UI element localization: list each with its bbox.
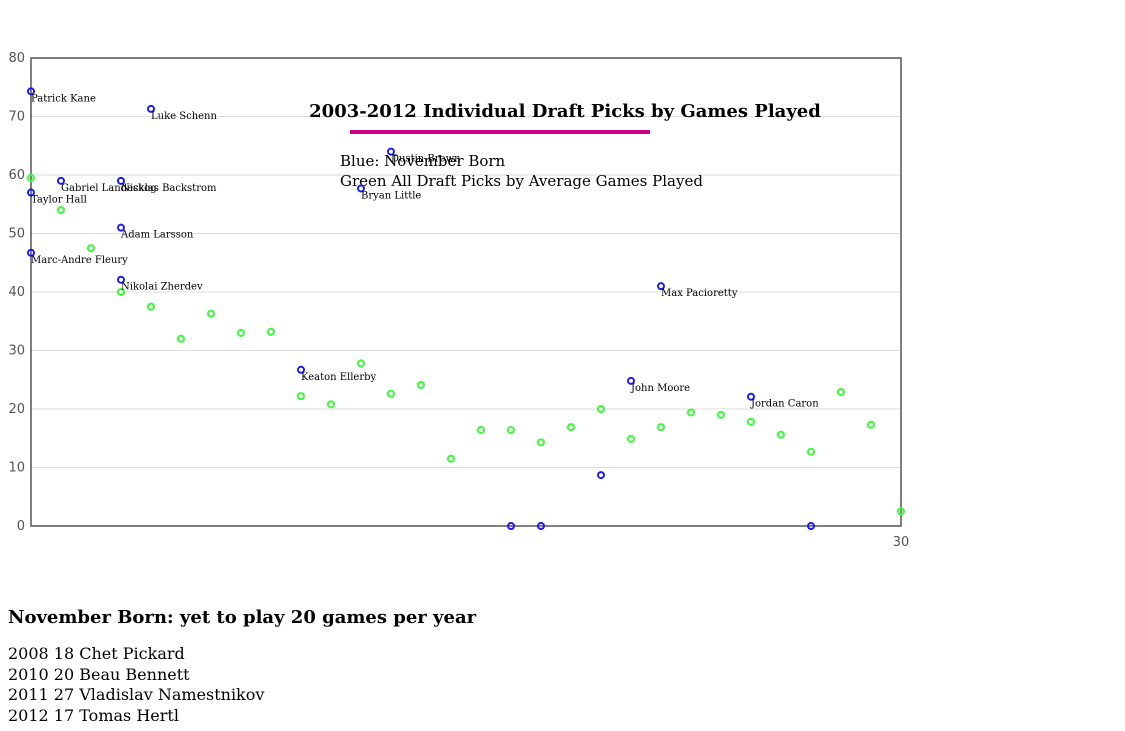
average-point — [357, 359, 365, 368]
y-tick-label: 60 — [8, 168, 25, 183]
point-label: Dustin Brown — [391, 154, 461, 165]
chart-annotation: Blue: November Born — [340, 152, 506, 170]
scatter-chart: 0 10 20 30 40 50 60 70 80 30 2003-2012 Individual … — [8, 51, 910, 550]
november-born-point — [297, 365, 305, 374]
average-point — [117, 288, 125, 296]
november-born-point — [627, 376, 635, 385]
november-born-point — [27, 87, 35, 96]
y-tick-label: 0 — [17, 519, 25, 534]
y-tick-label: 70 — [8, 110, 25, 125]
november-born-point — [387, 147, 395, 156]
average-point — [267, 327, 275, 336]
point-label: Luke Schenn — [151, 111, 217, 122]
chart-annotation: Green All Draft Picks by Average Games P… — [340, 172, 703, 190]
y-tick-label: 40 — [8, 285, 25, 300]
november-born-section: November Born: yet to play 20 games per … — [8, 607, 1108, 726]
y-tick-label: 10 — [8, 461, 25, 476]
november-born-point — [657, 282, 665, 291]
november-born-point — [597, 471, 605, 480]
list-item: 2008 18 Chet Pickard — [8, 644, 185, 663]
average-point — [237, 328, 245, 337]
november-born-point — [147, 104, 155, 113]
november-born-point — [27, 248, 35, 257]
point-label: Gabriel Landeskog — [61, 183, 157, 194]
november-born-point — [117, 275, 125, 284]
y-tick-label: 50 — [8, 227, 25, 242]
point-label: Marc-Andre Fleury — [31, 255, 128, 266]
point-label: Max Pacioretty — [661, 288, 738, 299]
average-point — [807, 447, 815, 456]
list-item: 2010 20 Beau Bennett — [8, 664, 190, 684]
average-point — [147, 302, 155, 311]
average-point — [297, 392, 305, 401]
average-point — [897, 507, 905, 516]
average-point — [687, 408, 695, 417]
average-point — [597, 405, 605, 413]
chart-title: 2003-2012 Individual Draft Picks by Game… — [309, 101, 821, 122]
point-label: Bryan Little — [361, 190, 421, 201]
november-born-point — [57, 176, 65, 185]
y-tick-label: 30 — [8, 344, 25, 359]
average-point — [537, 438, 545, 447]
november-born-point — [357, 184, 365, 193]
x-tick-label: 30 — [893, 535, 910, 550]
point-label: Nicklas Backstrom — [121, 183, 217, 194]
november-born-point — [537, 522, 545, 530]
average-point — [447, 454, 455, 463]
average-point — [747, 417, 755, 426]
average-point — [207, 309, 215, 318]
average-point — [867, 420, 875, 429]
point-label: Jordan Caron — [750, 399, 819, 410]
average-point — [717, 410, 725, 419]
point-label: John Moore — [630, 383, 690, 394]
average-point — [657, 423, 665, 432]
november-born-point — [747, 392, 755, 401]
list-item: 2012 17 Tomas Hertl — [8, 705, 179, 725]
november-born-point — [27, 188, 35, 197]
average-point — [837, 388, 845, 397]
y-tick-label: 20 — [8, 402, 25, 417]
average-point — [477, 426, 485, 435]
y-tick-label: 80 — [8, 51, 25, 66]
point-label: Keaton Ellerby — [301, 372, 377, 383]
average-point — [27, 173, 35, 182]
average-point — [327, 400, 335, 409]
section-heading: November Born: yet to play 20 games per … — [8, 607, 477, 628]
list-item: 2011 27 Vladislav Namestnikov — [8, 685, 265, 704]
average-point — [627, 434, 635, 443]
average-point — [777, 430, 785, 439]
plot-frame — [30, 57, 902, 527]
average-point — [87, 244, 95, 253]
point-label: Adam Larsson — [120, 230, 194, 241]
average-point — [567, 423, 575, 432]
average-point — [417, 381, 425, 390]
point-label: Patrick Kane — [31, 93, 96, 104]
average-point — [57, 206, 65, 215]
november-born-point — [117, 176, 125, 185]
point-label: Nikolai Zherdev — [121, 282, 203, 293]
average-point — [177, 334, 185, 343]
november-born-point — [507, 522, 515, 530]
november-born-point — [807, 522, 815, 530]
point-label: Taylor Hall — [31, 195, 87, 206]
average-point — [507, 426, 515, 435]
average-point — [387, 389, 395, 398]
november-born-point — [117, 223, 125, 232]
